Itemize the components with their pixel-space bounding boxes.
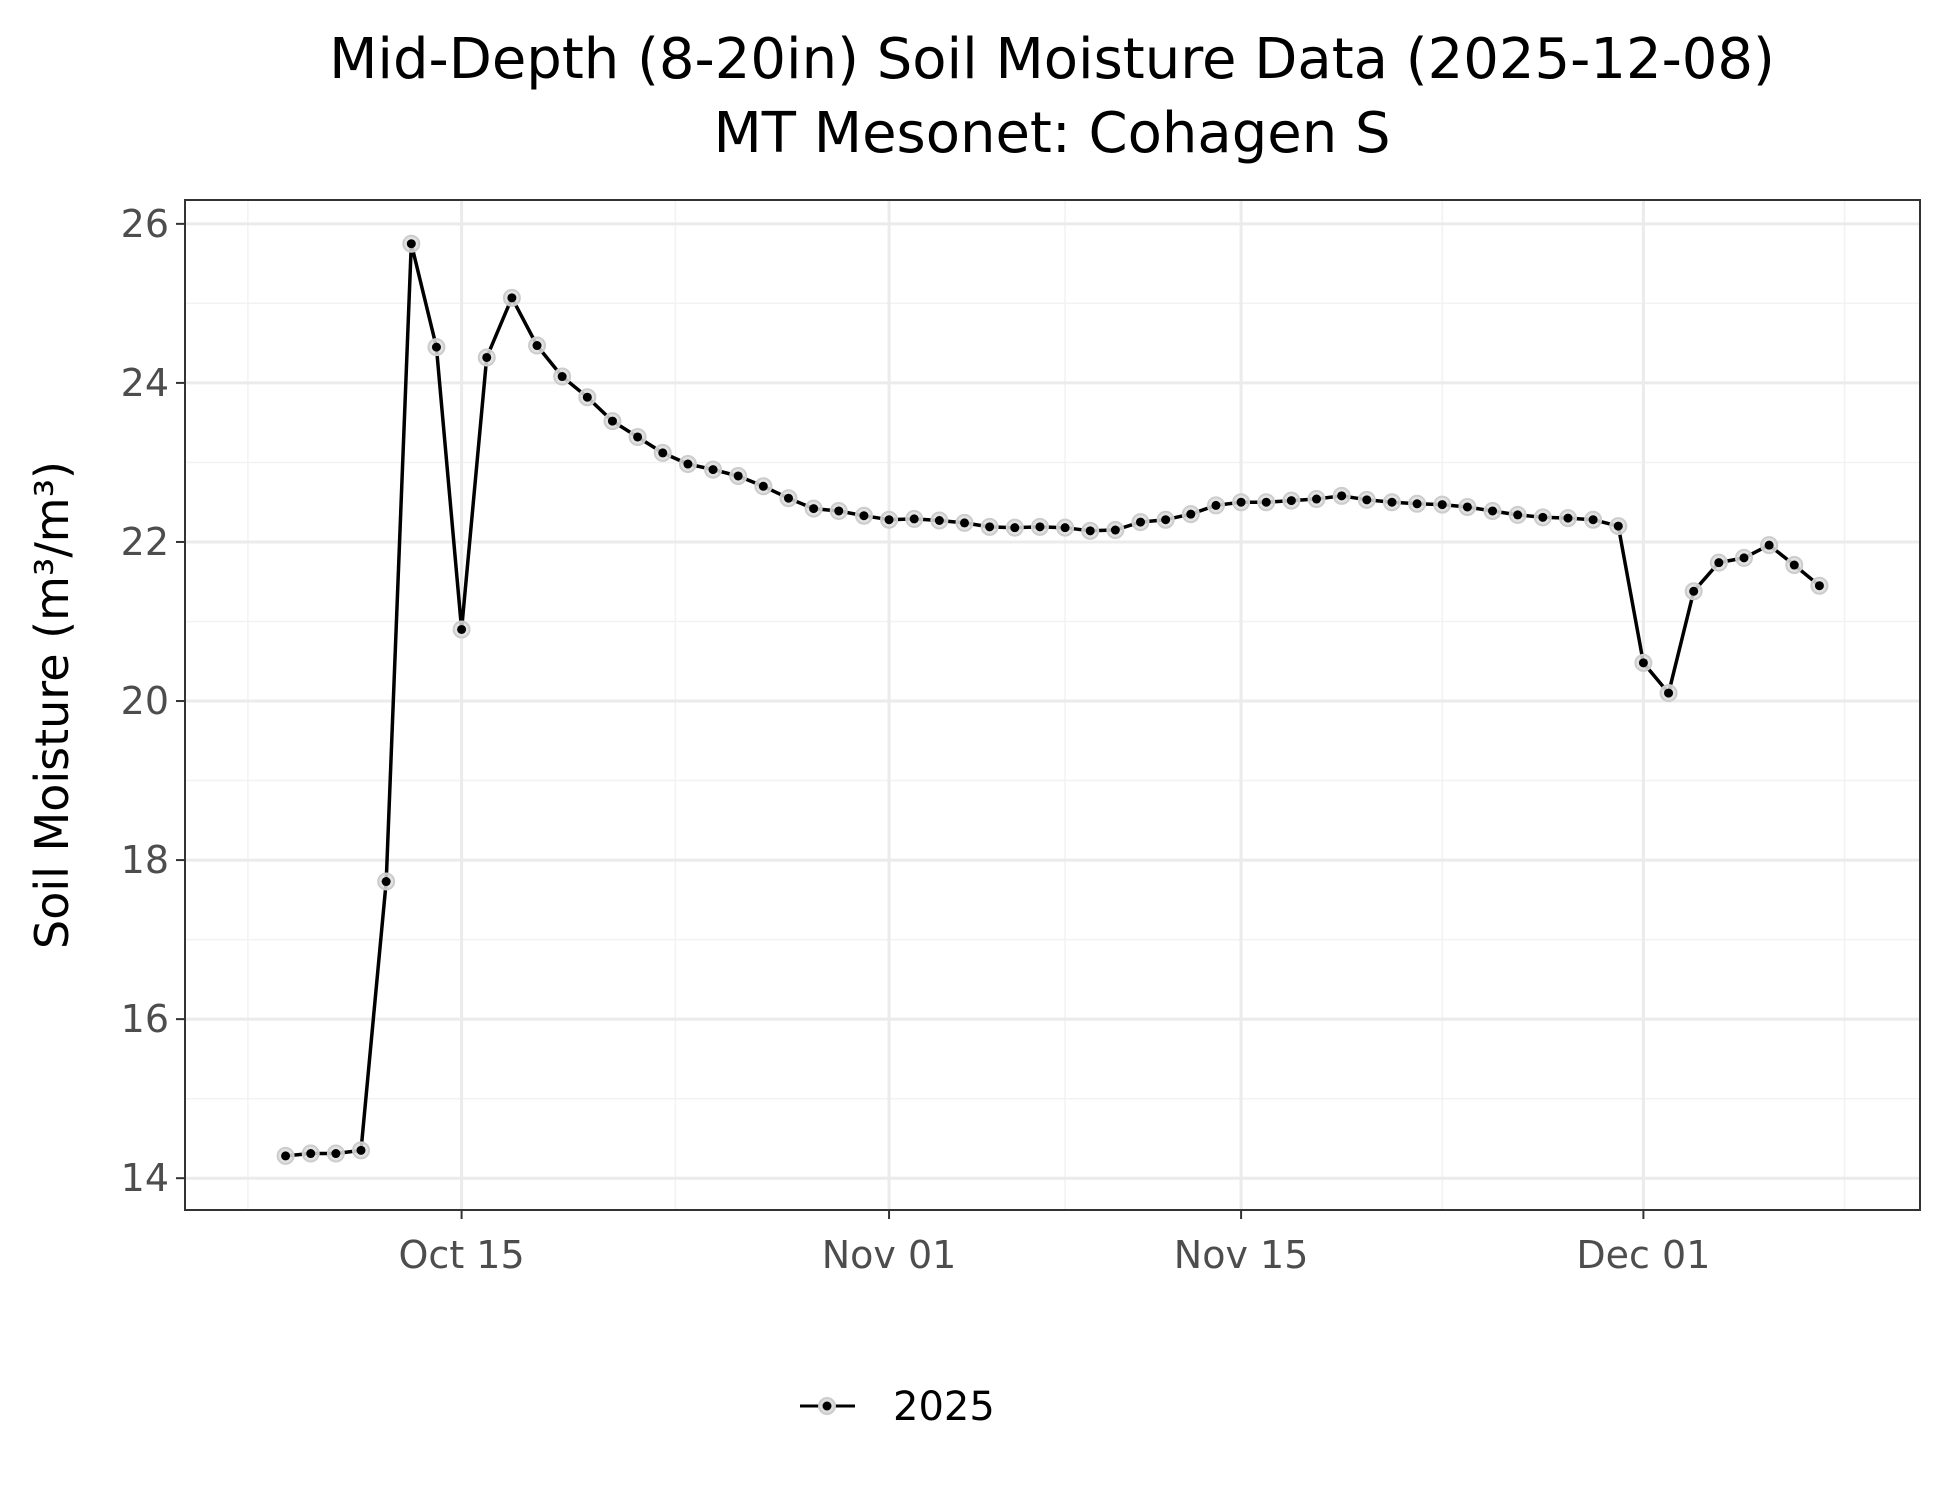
data-point	[482, 352, 492, 362]
y-tick-label: 20	[121, 679, 169, 723]
data-point	[557, 372, 567, 382]
legend-label-2025: 2025	[893, 1384, 995, 1430]
x-tick-label: Nov 15	[1174, 1233, 1309, 1277]
plot-border	[184, 199, 1921, 1211]
legend-key-point	[822, 1401, 832, 1411]
data-point	[1312, 494, 1322, 504]
data-point	[1236, 497, 1246, 507]
x-tick-label: Dec 01	[1576, 1233, 1710, 1277]
x-tick-label: Nov 01	[822, 1233, 957, 1277]
data-point	[1211, 500, 1221, 510]
data-point	[331, 1149, 341, 1159]
data-point	[809, 504, 819, 514]
data-point	[733, 471, 743, 481]
x-tick-label: Oct 15	[399, 1233, 525, 1277]
data-point	[1588, 515, 1598, 525]
chart-subtitle: MT Mesonet: Cohagen S	[713, 101, 1390, 166]
data-point	[959, 518, 969, 528]
data-point	[859, 511, 869, 521]
y-tick-label: 14	[121, 1156, 169, 1200]
data-point	[783, 493, 793, 503]
data-point	[708, 465, 718, 475]
data-point	[1337, 491, 1347, 501]
data-point	[281, 1151, 291, 1161]
y-tick-label: 22	[121, 520, 169, 564]
data-point	[306, 1149, 316, 1159]
data-point	[1186, 509, 1196, 519]
data-point	[1085, 526, 1095, 536]
data-point	[1739, 553, 1749, 563]
data-point	[1789, 560, 1799, 570]
data-point	[1613, 521, 1623, 531]
data-point	[1764, 540, 1774, 550]
x-axis: Oct 15 Nov 01 Nov 15 Dec 01	[399, 1210, 1710, 1277]
data-point	[1638, 658, 1648, 668]
data-point	[909, 514, 919, 524]
data-point	[633, 432, 643, 442]
data-point	[1010, 523, 1020, 533]
data-point	[1513, 510, 1523, 520]
data-point	[934, 515, 944, 525]
data-point	[1538, 512, 1548, 522]
y-tick-label: 16	[121, 997, 169, 1041]
data-point	[1362, 495, 1372, 505]
data-point	[1462, 502, 1472, 512]
data-point	[507, 293, 517, 303]
data-point	[658, 448, 668, 458]
data-point	[834, 506, 844, 516]
data-point	[532, 341, 542, 351]
data-point	[1563, 513, 1573, 523]
data-point	[1261, 497, 1271, 507]
data-point	[431, 342, 441, 352]
data-point	[1412, 499, 1422, 509]
data-point	[1286, 496, 1296, 506]
data-point	[1664, 688, 1674, 698]
y-axis-title: Soil Moisture (m³/m³)	[25, 461, 79, 949]
data-point	[406, 239, 416, 249]
minor-gridlines	[185, 200, 1920, 1210]
data-point	[884, 515, 894, 525]
data-point	[1035, 522, 1045, 532]
data-point	[1488, 506, 1498, 516]
y-tick-label: 24	[121, 361, 169, 405]
data-point	[356, 1145, 366, 1155]
data-point	[607, 416, 617, 426]
data-point	[1110, 525, 1120, 535]
data-point	[381, 877, 391, 887]
data-point	[1689, 586, 1699, 596]
data-point	[1814, 581, 1824, 591]
data-point	[582, 392, 592, 402]
series-layer	[276, 234, 1829, 1165]
y-tick-label: 18	[121, 838, 169, 882]
data-point	[1714, 558, 1724, 568]
data-point	[758, 481, 768, 491]
plot-panel	[185, 200, 1920, 1210]
data-point	[1387, 497, 1397, 507]
data-point	[1437, 500, 1447, 510]
y-tick-label: 26	[121, 202, 169, 246]
data-point	[985, 522, 995, 532]
data-point	[1060, 523, 1070, 533]
data-point	[683, 459, 693, 469]
y-axis: 14 16 18 20 22 24 26	[121, 202, 185, 1200]
data-point	[1161, 515, 1171, 525]
chart-title: Mid-Depth (8-20in) Soil Moisture Data (2…	[329, 27, 1775, 92]
data-point	[1136, 517, 1146, 527]
major-gridlines	[185, 200, 1920, 1210]
legend: 2025	[800, 1384, 995, 1430]
data-point	[457, 624, 467, 634]
